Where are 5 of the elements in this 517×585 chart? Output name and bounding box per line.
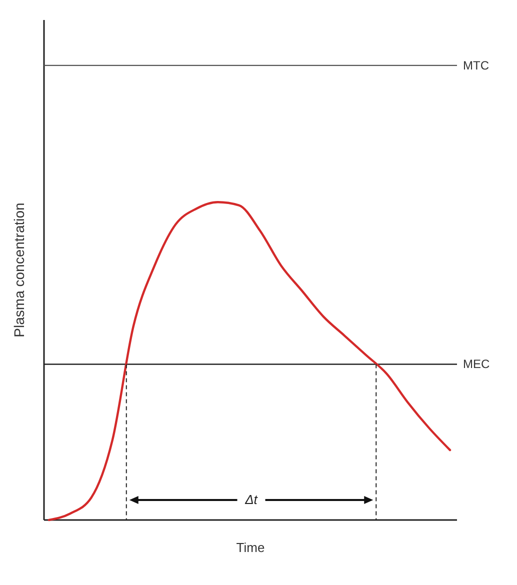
ref-line-label: MEC — [463, 357, 490, 372]
y-axis-title: Plasma concentration — [11, 202, 27, 338]
ref-line-label: MTC — [463, 58, 490, 72]
x-axis-title: Time — [236, 540, 265, 555]
annotation: Δt — [244, 492, 259, 507]
